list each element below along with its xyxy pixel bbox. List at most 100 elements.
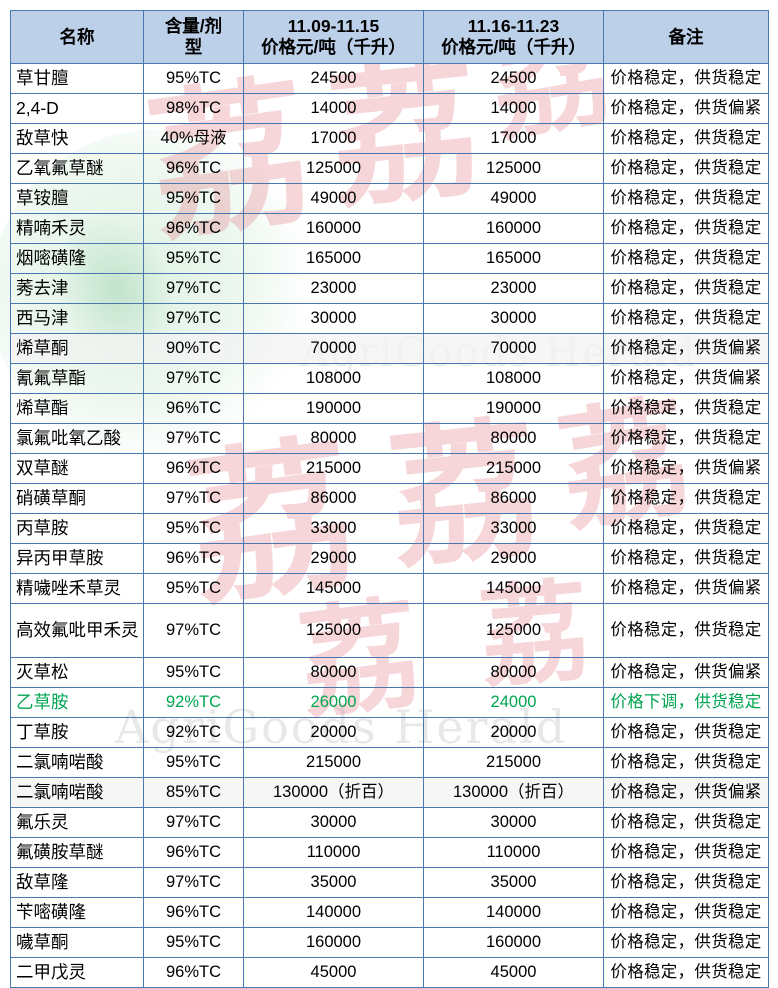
cell-price-week2: 125000 (423, 603, 604, 658)
table-row: 双草醚 96%TC 215000 215000 价格稳定，供货偏紧 (10, 453, 769, 484)
cell-concentration: 97%TC (143, 423, 244, 454)
table-row: 敌草快 40%母液 17000 17000 价格稳定，供货稳定 (10, 123, 769, 154)
cell-product-name: 氯氟吡氧乙酸 (10, 423, 144, 454)
cell-concentration: 85%TC (143, 777, 244, 808)
cell-remarks: 价格稳定，供货稳定 (603, 807, 769, 838)
cell-price-week2: 70000 (423, 333, 604, 364)
cell-remarks: 价格稳定，供货稳定 (603, 897, 769, 928)
table-row: 草甘膻 95%TC 24500 24500 价格稳定，供货稳定 (10, 63, 769, 94)
cell-product-name: 2,4-D (10, 93, 144, 124)
cell-price-week1: 125000 (243, 153, 424, 184)
cell-product-name: 精噦唑禾草灵 (10, 573, 144, 604)
cell-concentration: 40%母液 (143, 123, 244, 154)
cell-product-name: 烯草酯 (10, 393, 144, 424)
cell-concentration: 96%TC (143, 393, 244, 424)
table-row: 氟乐灵 97%TC 30000 30000 价格稳定，供货稳定 (10, 807, 769, 838)
table-row: 二氯喃啱酸 85%TC 130000（折百） 130000（折百） 价格稳定，供货偏紧 (10, 777, 769, 808)
cell-price-week1: 140000 (243, 897, 424, 928)
header-cell-price-week2: 11.16-11.23 价格元/吨（千升） (423, 10, 604, 64)
cell-remarks: 价格稳定，供货偏紧 (603, 93, 769, 124)
table-row: 烯草酮 90%TC 70000 70000 价格稳定，供货偏紧 (10, 333, 769, 364)
cell-price-week2: 24500 (423, 63, 604, 94)
cell-price-week1: 45000 (243, 957, 424, 988)
cell-price-week1: 24500 (243, 63, 424, 94)
table-row: 异丙甲草胺 96%TC 29000 29000 价格稳定，供货稳定 (10, 543, 769, 574)
cell-price-week2: 20000 (423, 717, 604, 748)
cell-remarks: 价格稳定，供货稳定 (603, 243, 769, 274)
header-cell-name: 名称 (10, 10, 144, 64)
cell-price-week2: 86000 (423, 483, 604, 514)
table-row: 烟嘧磺隆 95%TC 165000 165000 价格稳定，供货稳定 (10, 243, 769, 274)
cell-price-week2: 29000 (423, 543, 604, 574)
cell-price-week1: 160000 (243, 213, 424, 244)
cell-remarks: 价格稳定，供货偏紧 (603, 453, 769, 484)
cell-price-week2: 165000 (423, 243, 604, 274)
cell-product-name: 灭草松 (10, 657, 144, 688)
header-cell-remarks: 备注 (603, 10, 769, 64)
cell-price-week1: 110000 (243, 837, 424, 868)
cell-remarks: 价格稳定，供货稳定 (603, 63, 769, 94)
table-row: 敌草隆 97%TC 35000 35000 价格稳定，供货稳定 (10, 867, 769, 898)
header-week2-unit: 价格元/吨（千升） (441, 37, 586, 57)
cell-remarks: 价格稳定，供货稳定 (603, 393, 769, 424)
cell-concentration: 92%TC (143, 687, 244, 718)
cell-price-week2: 49000 (423, 183, 604, 214)
cell-product-name: 噦草酮 (10, 927, 144, 958)
cell-remarks: 价格稳定，供货稳定 (603, 543, 769, 574)
cell-remarks: 价格稳定，供货稳定 (603, 273, 769, 304)
cell-price-week2: 215000 (423, 747, 604, 778)
cell-remarks: 价格稳定，供货稳定 (603, 213, 769, 244)
cell-price-week2: 30000 (423, 807, 604, 838)
cell-remarks: 价格稳定，供货稳定 (603, 927, 769, 958)
cell-price-week2: 145000 (423, 573, 604, 604)
cell-concentration: 97%TC (143, 603, 244, 658)
header-conc-line1: 含量/剂 (164, 16, 223, 37)
cell-concentration: 95%TC (143, 63, 244, 94)
cell-remarks: 价格稳定，供货稳定 (603, 153, 769, 184)
cell-concentration: 96%TC (143, 153, 244, 184)
table-row: 莠去津 97%TC 23000 23000 价格稳定，供货稳定 (10, 273, 769, 304)
cell-price-week1: 86000 (243, 483, 424, 514)
cell-remarks: 价格稳定，供货偏紧 (603, 363, 769, 394)
cell-product-name: 氟磺胺草醚 (10, 837, 144, 868)
cell-concentration: 97%TC (143, 363, 244, 394)
cell-price-week2: 80000 (423, 657, 604, 688)
cell-price-week2: 14000 (423, 93, 604, 124)
table-row: 西马津 97%TC 30000 30000 价格稳定，供货稳定 (10, 303, 769, 334)
cell-product-name: 二氯喃啱酸 (10, 747, 144, 778)
cell-remarks: 价格稳定，供货稳定 (603, 423, 769, 454)
cell-price-week2: 215000 (423, 453, 604, 484)
header-conc-line2: 型 (184, 37, 203, 57)
cell-price-week1: 215000 (243, 453, 424, 484)
cell-concentration: 96%TC (143, 543, 244, 574)
cell-price-week1: 23000 (243, 273, 424, 304)
header-week2-range: 11.16-11.23 (467, 16, 560, 37)
cell-remarks: 价格稳定，供货稳定 (603, 513, 769, 544)
header-name-line1: 名称 (59, 26, 95, 47)
table-row: 二氯喃啱酸 95%TC 215000 215000 价格稳定，供货稳定 (10, 747, 769, 778)
cell-concentration: 95%TC (143, 183, 244, 214)
cell-remarks: 价格稳定，供货稳定 (603, 483, 769, 514)
table-body: 草甘膻 95%TC 24500 24500 价格稳定，供货稳定 2,4-D 98%TC 140… (10, 63, 769, 988)
cell-product-name: 乙氧氟草醚 (10, 153, 144, 184)
cell-product-name: 硝磺草酮 (10, 483, 144, 514)
cell-price-week2: 30000 (423, 303, 604, 334)
cell-product-name: 异丙甲草胺 (10, 543, 144, 574)
table-row: 乙氧氟草醚 96%TC 125000 125000 价格稳定，供货稳定 (10, 153, 769, 184)
cell-product-name: 乙草胺 (10, 687, 144, 718)
cell-concentration: 97%TC (143, 483, 244, 514)
cell-remarks: 价格稳定，供货偏紧 (603, 573, 769, 604)
cell-remarks: 价格稳定，供货偏紧 (603, 333, 769, 364)
table-row: 乙草胺 92%TC 26000 24000 价格下调，供货稳定 (10, 687, 769, 718)
cell-concentration: 95%TC (143, 243, 244, 274)
cell-remarks: 价格稳定，供货稳定 (603, 183, 769, 214)
cell-price-week2: 33000 (423, 513, 604, 544)
table-row: 高效氟吡甲禾灵 97%TC 125000 125000 价格稳定，供货稳定 (10, 603, 769, 658)
cell-price-week1: 20000 (243, 717, 424, 748)
cell-concentration: 98%TC (143, 93, 244, 124)
cell-price-week1: 145000 (243, 573, 424, 604)
pesticide-price-table: 名称 含量/剂 型 11.09-11.15 价格元/吨（千升） 11.16-11… (10, 10, 769, 988)
cell-product-name: 氟乐灵 (10, 807, 144, 838)
cell-product-name: 双草醚 (10, 453, 144, 484)
cell-concentration: 95%TC (143, 513, 244, 544)
